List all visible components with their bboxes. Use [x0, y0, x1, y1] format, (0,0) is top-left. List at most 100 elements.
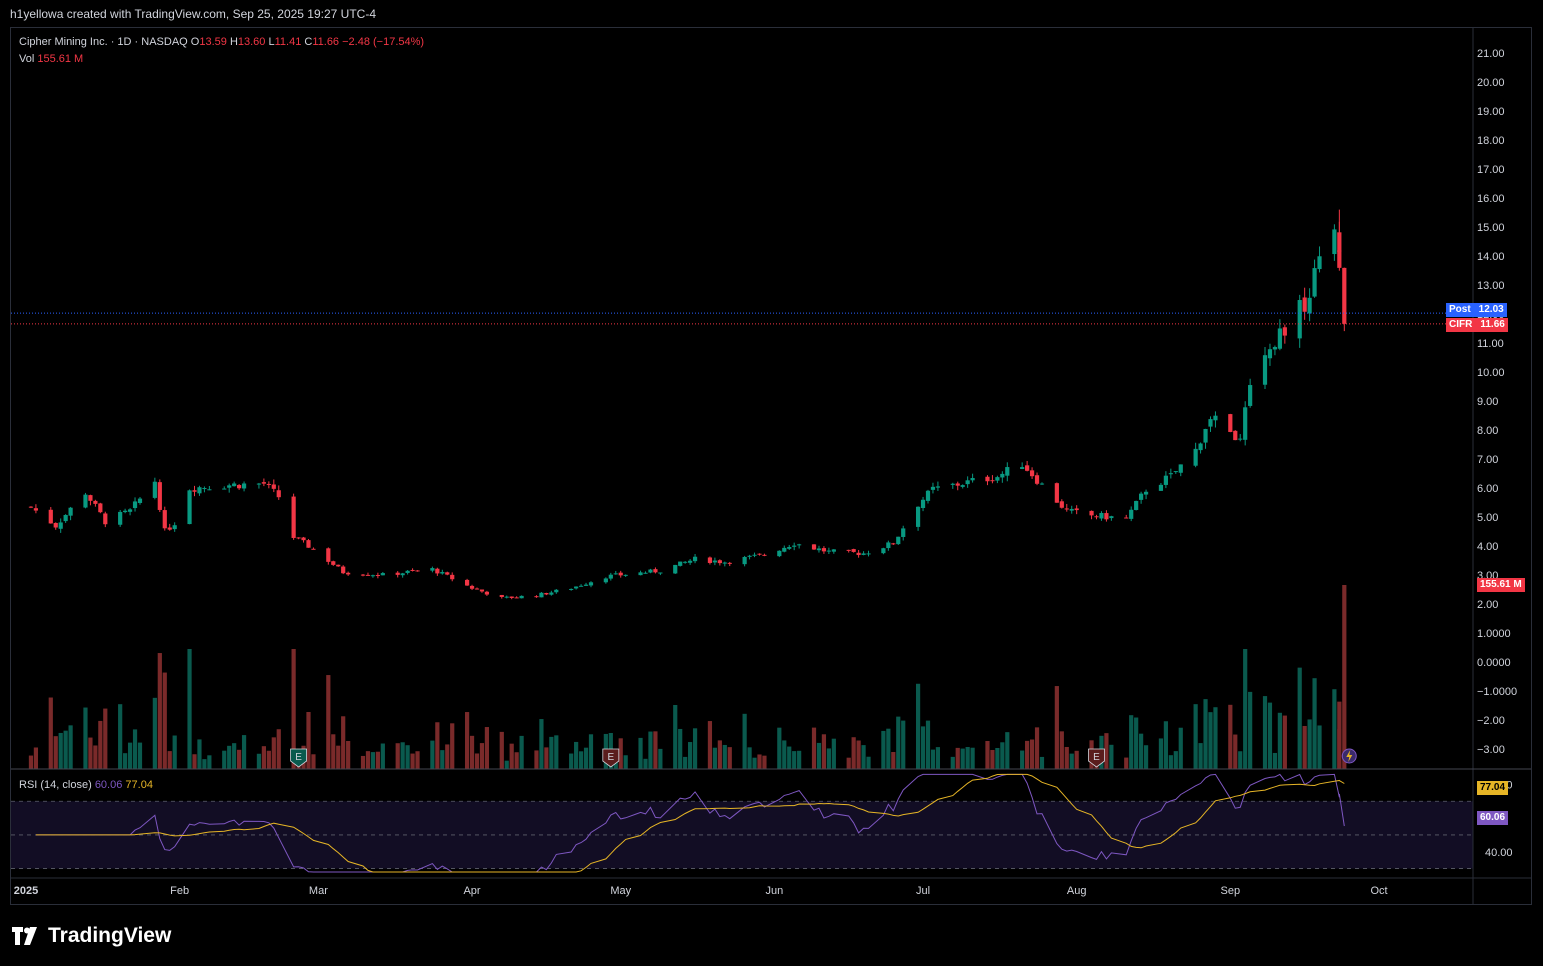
volume-bar	[826, 748, 831, 769]
candle-body	[1163, 475, 1168, 485]
candle-body	[53, 522, 58, 528]
volume-bar	[1000, 742, 1005, 769]
candle-body	[28, 506, 34, 508]
price-axis-label: 0.0000	[1477, 657, 1511, 669]
volume-bar	[544, 747, 549, 769]
candle-body	[1297, 300, 1302, 339]
volume-bar	[901, 720, 906, 769]
candle-body	[692, 556, 698, 562]
candle-body	[1332, 229, 1337, 255]
volume-bar	[410, 753, 415, 769]
volume-label: Vol	[19, 53, 35, 65]
candle-body	[1158, 484, 1164, 491]
volume-bar	[1029, 739, 1035, 769]
volume-bar	[742, 713, 747, 769]
price-axis-label: 6.00	[1477, 483, 1498, 495]
candle-body	[123, 510, 128, 513]
volume-bar	[1143, 745, 1149, 769]
volume-bar	[1198, 743, 1203, 769]
candle-body	[588, 582, 594, 586]
chart-frame[interactable]: 21.00 20.00 19.00 18.00 17.00 16.00 15.00 14.00…	[10, 27, 1532, 905]
candle-body	[167, 527, 172, 530]
rsi-label: RSI (14, close)	[19, 779, 92, 791]
volume-bar	[68, 725, 73, 769]
time-axis-label: May	[610, 885, 631, 897]
volume-value: 155.61 M	[37, 53, 84, 65]
candle-body	[152, 481, 157, 498]
volume-bar	[1243, 649, 1248, 769]
candle-body	[1203, 428, 1208, 443]
candle-body	[935, 486, 941, 488]
volume-bar	[851, 737, 856, 769]
candle-body	[450, 574, 455, 580]
candle-body	[336, 564, 341, 567]
candle-body	[554, 589, 559, 593]
candle-body	[1025, 465, 1030, 471]
earnings-marker-label: E	[295, 752, 302, 763]
candle-body	[241, 483, 247, 489]
price-axis-label: 21.00	[1477, 48, 1505, 60]
price-lines	[11, 312, 1473, 325]
volume-bar	[1178, 727, 1183, 769]
volume-bar	[683, 756, 688, 769]
volume-bar	[1282, 715, 1287, 769]
candle-body	[891, 543, 896, 545]
volume-bar	[762, 755, 767, 769]
candle-body	[296, 537, 301, 539]
candle-body	[435, 568, 440, 574]
volume-bar	[103, 708, 108, 769]
chart-canvas[interactable]: 21.00 20.00 19.00 18.00 17.00 16.00 15.00 14.00…	[11, 28, 1531, 904]
candle-body	[638, 572, 643, 576]
candle-body	[127, 509, 133, 512]
candle-body	[722, 562, 727, 564]
volume-bar	[955, 747, 960, 769]
volume-bar	[53, 736, 58, 769]
volume-bar	[157, 653, 162, 769]
earnings-marker-label: E	[1093, 752, 1100, 763]
chart-caption: h1yellowa created with TradingView.com, …	[10, 7, 376, 21]
candle-body	[326, 548, 331, 562]
price-axis-bg	[1473, 28, 1531, 904]
volume-bar	[1069, 753, 1074, 769]
candle-body	[197, 487, 202, 494]
price-axis-label: 9.00	[1477, 396, 1498, 408]
volume-bar	[747, 747, 752, 769]
volume-bar	[970, 747, 975, 769]
volume-bar	[127, 742, 133, 769]
candle-body	[430, 568, 435, 571]
candle-body	[227, 485, 232, 488]
volume-bar	[891, 751, 896, 769]
volume-bar	[360, 755, 366, 769]
volume-bar	[950, 756, 955, 769]
candle-body	[48, 509, 53, 524]
high-value: 13.60	[237, 36, 266, 48]
low-value: 11.41	[274, 36, 302, 48]
volume-bar	[554, 735, 559, 769]
volume-bar	[846, 757, 851, 769]
candle-body	[137, 498, 143, 503]
volume-bar	[1193, 704, 1198, 769]
candle-body	[930, 486, 936, 490]
candle-body	[712, 560, 717, 563]
candle-body	[846, 549, 851, 551]
volume-bar	[623, 755, 628, 769]
candle-body	[1000, 473, 1005, 478]
candle-body	[415, 570, 420, 572]
low-label: L	[268, 36, 275, 48]
candle-body	[479, 589, 485, 592]
volume-bar	[1307, 719, 1312, 769]
candle-body	[1213, 415, 1218, 421]
volume-bar	[172, 735, 177, 769]
symbol-legend: Cipher Mining Inc. · 1D · NASDAQ O13.59 …	[19, 36, 424, 48]
tradingview-logo[interactable]: TradingView	[12, 924, 171, 948]
volume-bar	[861, 745, 866, 769]
volume-bar	[1302, 725, 1307, 769]
earnings-marker: E	[290, 748, 307, 768]
candle-body	[539, 592, 544, 598]
candle-body	[915, 506, 921, 527]
volume-bar	[727, 747, 732, 769]
volume-bar	[816, 742, 822, 769]
candle-body	[990, 480, 995, 482]
price-axis-label: 18.00	[1477, 135, 1505, 147]
